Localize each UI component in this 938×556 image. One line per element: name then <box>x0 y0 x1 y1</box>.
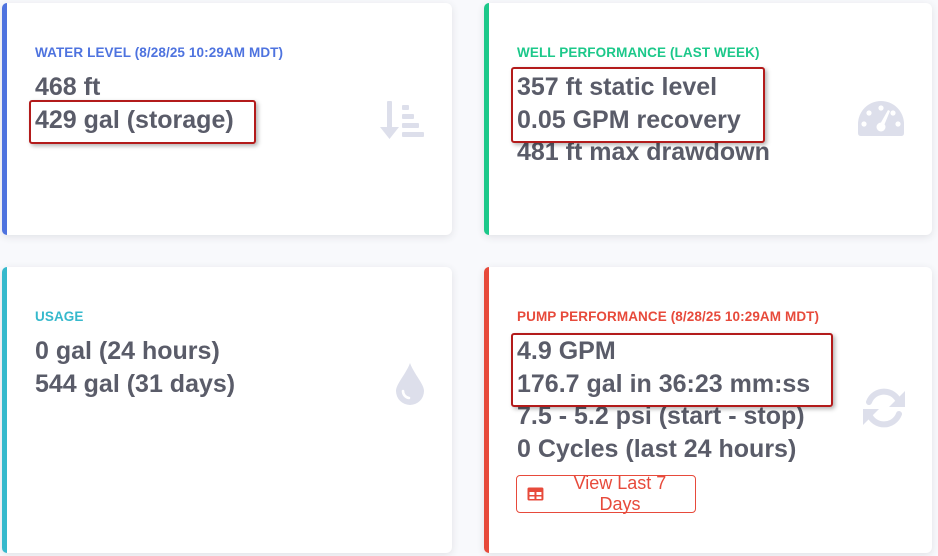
water-level-depth: 468 ft <box>35 73 101 101</box>
annotation-highlight-box <box>511 333 833 407</box>
annotation-highlight-box <box>29 100 256 144</box>
usage-title: USAGE <box>35 309 84 324</box>
pump-volume-duration: 176.7 gal in 36:23 mm:ss <box>517 369 811 398</box>
usage-31-days: 544 gal (31 days) <box>35 369 236 398</box>
sync-icon <box>863 388 905 428</box>
card-accent-bar <box>484 267 489 553</box>
pump-cycles: 0 Cycles (last 24 hours) <box>517 434 797 463</box>
pump-performance-title: PUMP PERFORMANCE (8/28/25 10:29AM MDT) <box>517 309 820 324</box>
card-accent-bar <box>484 3 489 235</box>
sort-amount-down-icon <box>380 101 424 139</box>
usage-values: 0 gal (24 hours) 544 gal (31 days) <box>35 335 235 400</box>
water-level-storage: 429 gal (storage) <box>35 105 234 134</box>
pump-performance-card: PUMP PERFORMANCE (8/28/25 10:29AM MDT) 4… <box>484 267 932 553</box>
water-level-title: WATER LEVEL (8/28/25 10:29AM MDT) <box>35 45 284 60</box>
well-performance-title: WELL PERFORMANCE (LAST WEEK) <box>517 45 760 60</box>
pump-performance-values: 4.9 GPM 176.7 gal in 36:23 mm:ss 7.5 - 5… <box>517 335 810 465</box>
water-drop-icon <box>396 363 424 405</box>
annotation-highlight-box <box>511 67 765 143</box>
usage-24-hours: 0 gal (24 hours) <box>35 337 220 365</box>
water-level-values: 468 ft 429 gal (storage) <box>35 71 234 136</box>
well-performance-card: WELL PERFORMANCE (LAST WEEK) 357 ft stat… <box>484 3 932 235</box>
tachometer-icon <box>858 101 904 136</box>
water-level-card: WATER LEVEL (8/28/25 10:29AM MDT) 468 ft… <box>2 3 452 235</box>
well-static-level: 357 ft static level <box>517 73 718 101</box>
pump-flow-rate: 4.9 GPM <box>517 337 616 365</box>
card-accent-bar <box>2 3 7 235</box>
well-recovery: 0.05 GPM recovery <box>517 105 741 134</box>
card-accent-bar <box>2 267 7 553</box>
view-last-7-days-label: View Last 7 Days <box>573 473 667 514</box>
table-icon <box>527 487 544 501</box>
view-last-7-days-button[interactable]: View Last 7 Days <box>516 473 696 514</box>
usage-card: USAGE 0 gal (24 hours) 544 gal (31 days) <box>2 267 452 553</box>
